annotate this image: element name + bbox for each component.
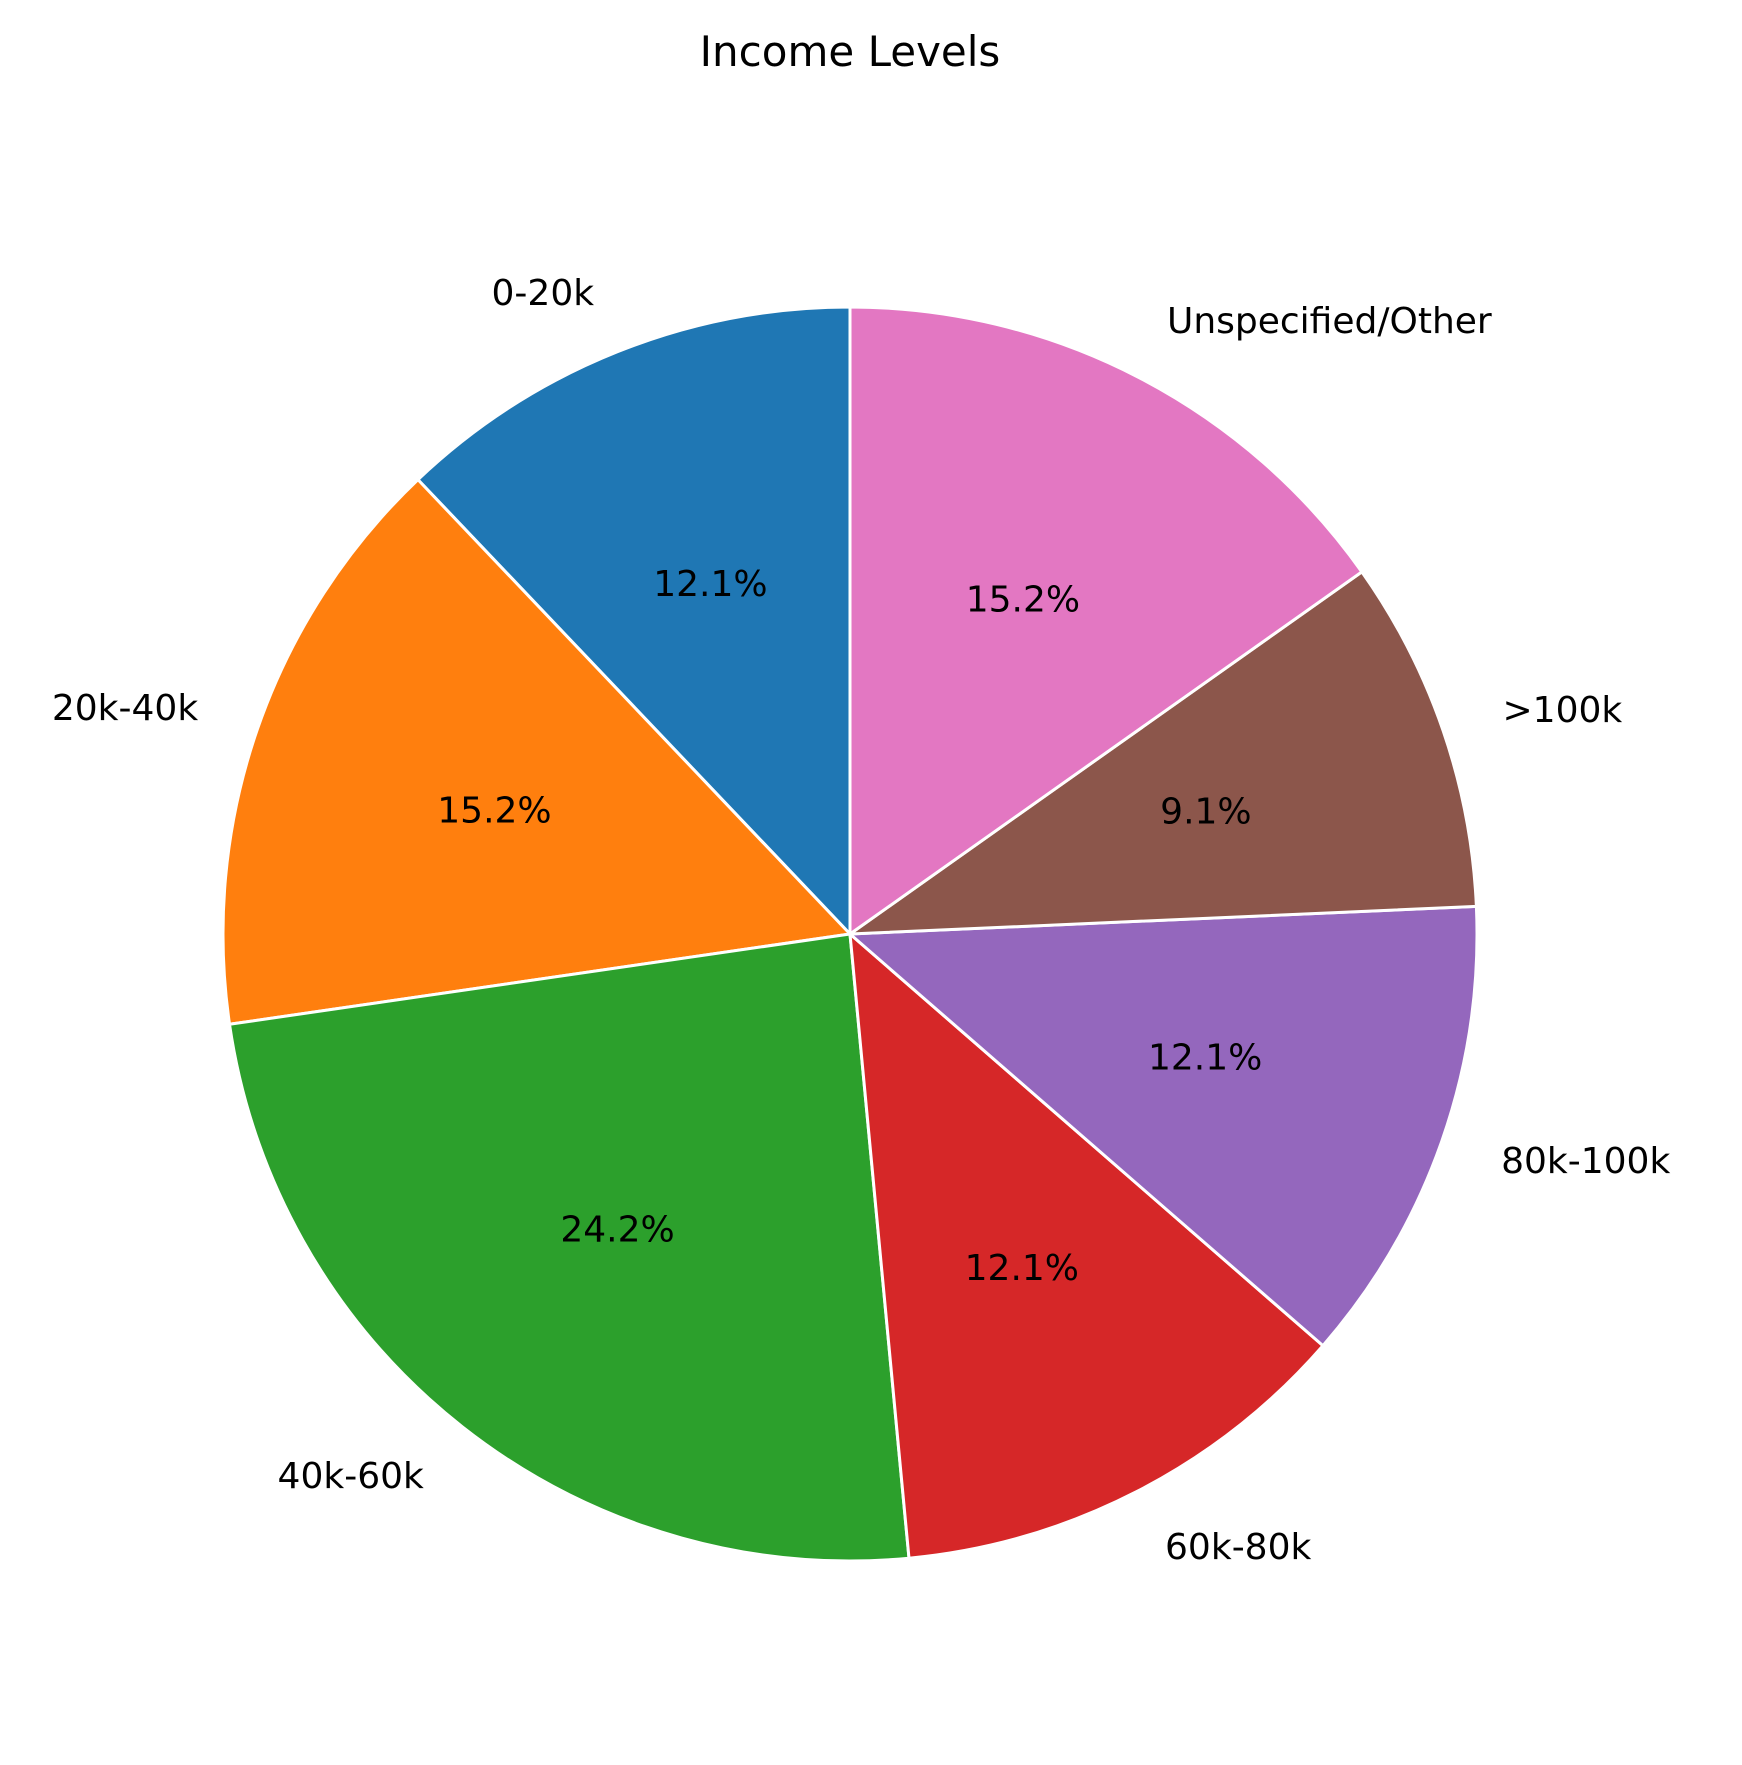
percentage-label-60k-80k: 12.1%: [965, 1248, 1079, 1289]
category-labels: 0-20k 20k-40k 40k-60k 60k-80k 80k-100k >100k U…: [52, 273, 1671, 1568]
category-label-20k-40k: 20k-40k: [52, 688, 198, 729]
percentage-labels: 12.1% 15.2% 24.2% 12.1% 12.1% 9.1% 15.2%: [437, 564, 1262, 1289]
pie-slice-40k-60k: [228, 932, 911, 1563]
pie-slice-80k-100k: [848, 904, 1479, 1348]
category-label-80k-100k: 80k-100k: [1501, 1141, 1670, 1182]
pie-slice-unspecified-other: [848, 305, 1364, 936]
percentage-label-unspecified-other: 15.2%: [966, 579, 1080, 620]
category-label-unspecified-other: Unspecified/Other: [1167, 301, 1492, 342]
category-label-100k: >100k: [1503, 690, 1623, 731]
pie-slice-20k-40k: [221, 478, 852, 1026]
percentage-label-100k: 9.1%: [1160, 792, 1251, 833]
chart-title: Income Levels: [700, 27, 1001, 76]
pie-slice-60k-80k: [848, 932, 1325, 1560]
category-label-40k-60k: 40k-60k: [278, 1456, 424, 1497]
percentage-label-40k-60k: 24.2%: [560, 1209, 674, 1250]
percentage-label-20k-40k: 15.2%: [437, 791, 551, 832]
pie-slices: [221, 305, 1479, 1563]
pie-slice-100k: [848, 570, 1478, 936]
percentage-label-0-20k: 12.1%: [653, 564, 767, 605]
category-label-0-20k: 0-20k: [492, 273, 595, 314]
pie-slice-0-20k: [416, 305, 852, 936]
percentage-label-80k-100k: 12.1%: [1148, 1038, 1262, 1079]
category-label-60k-80k: 60k-80k: [1165, 1527, 1311, 1568]
